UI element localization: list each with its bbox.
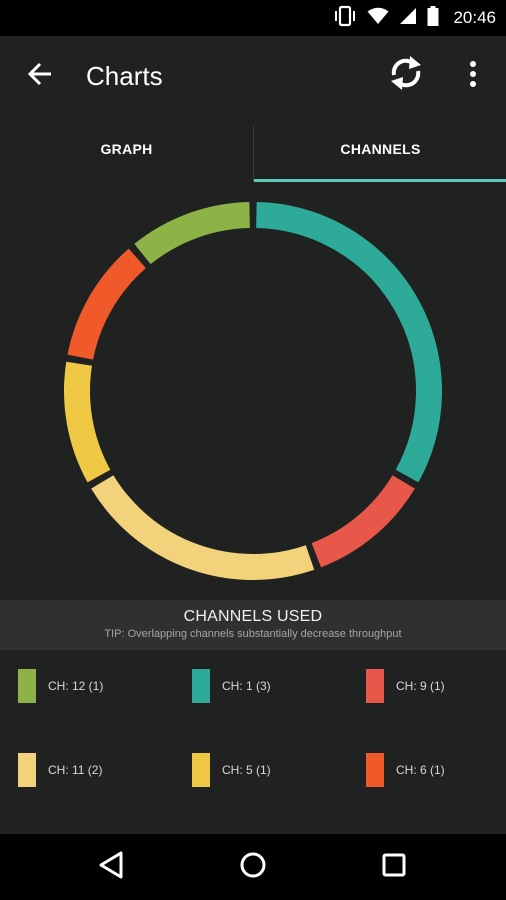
- channels-donut-chart: [0, 182, 506, 600]
- more-vert-icon: [469, 60, 477, 93]
- refresh-icon: [388, 53, 424, 98]
- legend-title: CHANNELS USED: [183, 608, 323, 625]
- donut-segment: [64, 361, 111, 483]
- status-icons: 20:46: [333, 0, 496, 36]
- battery-icon: [427, 5, 439, 31]
- legend-item: CH: 11 (2): [18, 752, 102, 788]
- legend-swatch: [18, 669, 36, 703]
- legend-label: CH: 11 (2): [48, 763, 103, 777]
- donut-svg: [64, 202, 442, 580]
- recents-square-icon: [379, 850, 409, 885]
- legend-label: CH: 1 (3): [222, 679, 271, 693]
- legend-header: CHANNELS USED TIP: Overlapping channels …: [0, 600, 506, 650]
- donut-segment: [91, 475, 315, 580]
- tab-bar: GRAPH CHANNELS: [0, 116, 506, 182]
- back-button[interactable]: [20, 58, 60, 94]
- donut-segment: [311, 474, 415, 568]
- signal-icon: [399, 7, 417, 30]
- nav-back-button[interactable]: [92, 847, 132, 887]
- app-bar: Charts: [0, 36, 506, 116]
- legend-item: CH: 5 (1): [192, 752, 271, 788]
- legend-item: CH: 6 (1): [366, 752, 445, 788]
- legend-label: CH: 6 (1): [396, 763, 445, 777]
- legend-swatch: [192, 669, 210, 703]
- legend-label: CH: 5 (1): [222, 763, 271, 777]
- tab-graph[interactable]: GRAPH: [100, 141, 153, 157]
- legend-swatch: [366, 753, 384, 787]
- tab-channels[interactable]: CHANNELS: [340, 141, 421, 157]
- tab-divider: [253, 126, 254, 182]
- legend-swatch: [366, 669, 384, 703]
- refresh-button[interactable]: [386, 54, 426, 96]
- legend-swatch: [192, 753, 210, 787]
- status-bar: 20:46: [0, 0, 506, 36]
- legend-item: CH: 1 (3): [192, 668, 271, 704]
- donut-segment: [256, 202, 442, 483]
- vibrate-icon: [333, 5, 357, 32]
- legend-label: CH: 12 (1): [48, 679, 104, 693]
- home-circle-icon: [238, 850, 268, 885]
- legend-label: CH: 9 (1): [396, 679, 445, 693]
- wifi-icon: [367, 7, 389, 30]
- more-options-button[interactable]: [458, 56, 488, 96]
- donut-segment: [67, 248, 147, 360]
- legend-item: CH: 9 (1): [366, 668, 445, 704]
- tab-indicator: [254, 179, 506, 182]
- legend-swatch: [18, 753, 36, 787]
- arrow-left-icon: [26, 60, 54, 93]
- status-time: 20:46: [453, 8, 496, 27]
- legend-item: CH: 12 (1): [18, 668, 103, 704]
- legend-grid: CH: 12 (1) CH: 1 (3) CH: 9 (1) CH: 11 (2…: [0, 650, 506, 834]
- back-triangle-icon: [97, 850, 127, 885]
- legend-tip: TIP: Overlapping channels substantially …: [104, 628, 402, 640]
- nav-home-button[interactable]: [233, 847, 273, 887]
- donut-segment: [134, 202, 251, 265]
- nav-recents-button[interactable]: [374, 847, 414, 887]
- navigation-bar: [0, 834, 506, 900]
- page-title: Charts: [86, 61, 163, 91]
